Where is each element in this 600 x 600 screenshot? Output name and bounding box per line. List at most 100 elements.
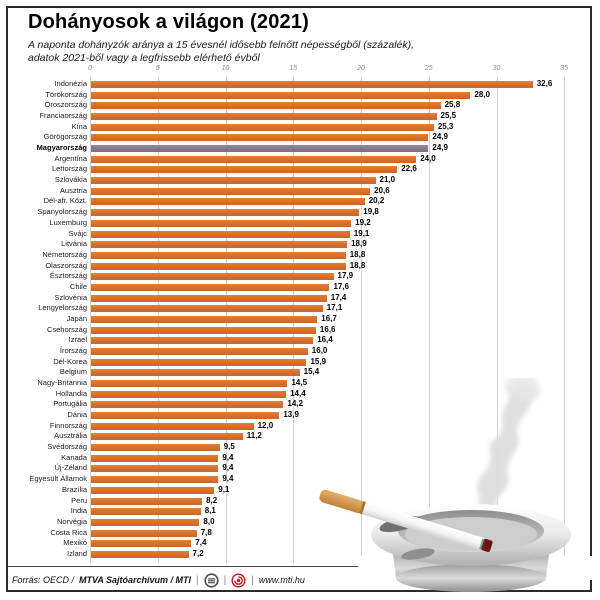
value-label: 11,2: [246, 431, 262, 441]
country-label: Törökország: [45, 89, 87, 99]
page-title: Dohányosok a világon (2021): [28, 11, 310, 33]
country-label: Dél-Korea: [53, 356, 87, 366]
bar: [91, 454, 219, 462]
country-label: Chile: [69, 281, 87, 291]
chart-row: Szlovákia 21,0: [0, 175, 600, 186]
value-label: 24,0: [420, 153, 436, 163]
country-label: Lettország: [51, 164, 87, 174]
chart-row: Dánia 13,9: [0, 410, 600, 421]
bar: [91, 294, 327, 302]
value-label: 20,2: [368, 196, 385, 206]
value-label: 16,7: [321, 313, 337, 323]
country-label: India: [70, 506, 87, 516]
bar: [91, 465, 219, 473]
chart-row: Kína 25,3: [0, 122, 600, 133]
axis-tick-label: 15: [289, 65, 298, 72]
chart-row: Csehország 16,6: [0, 325, 600, 336]
value-label: 17,9: [337, 271, 354, 281]
value-label: 14,2: [287, 399, 303, 409]
axis-tick-label: 5: [155, 65, 160, 72]
bar: [91, 508, 201, 516]
smoke-icon: [472, 378, 541, 538]
chart-row: Görögország 24,9: [0, 132, 600, 143]
country-label: Lengyelország: [38, 303, 87, 313]
source-archive-text: MTVA Sajtóarchívum / MTI: [79, 575, 192, 585]
chart-row: Svájc 19,1: [0, 229, 600, 240]
bar: [91, 123, 434, 131]
value-label: 15,4: [303, 367, 320, 377]
country-label: Litvánia: [61, 239, 87, 249]
bar: [91, 380, 288, 388]
bar: [91, 198, 365, 206]
country-label: Németország: [42, 249, 87, 259]
bar: [91, 102, 441, 110]
chart-row: Chile 17,6: [0, 282, 600, 293]
value-label: 7,2: [192, 548, 204, 558]
bar: [91, 145, 429, 153]
bar: [91, 134, 429, 142]
bar: [91, 390, 287, 398]
mtva-logo-icon: [204, 572, 219, 588]
chart-row: Nagy-Britannia 14,5: [0, 378, 600, 389]
value-label: 19,1: [353, 228, 370, 238]
chart-row: Norvégia 8,0: [0, 517, 600, 528]
bar: [91, 91, 471, 99]
chart-row: Mexikó 7,4: [0, 538, 600, 549]
country-label: Dél-afr. Közt.: [43, 196, 87, 206]
value-label: 20,6: [374, 185, 390, 195]
chart-row: Spanyolország 19,8: [0, 207, 600, 218]
country-label: Ausztrália: [54, 431, 87, 441]
bar: [91, 518, 200, 526]
axis-tick-label: 25: [424, 65, 433, 72]
chart-row: Egyesült Államok 9,4: [0, 474, 600, 485]
value-label: 8,1: [204, 506, 216, 516]
chart-row: Ausztrália 11,2: [0, 431, 600, 442]
mti-logo-icon: [231, 572, 246, 588]
bar: [91, 433, 243, 441]
value-label: 28,0: [474, 89, 490, 99]
country-label: Indonézia: [54, 79, 87, 88]
value-label: 8,0: [203, 516, 215, 526]
country-label: Japán: [66, 313, 87, 323]
country-label: Luxemburg: [49, 217, 87, 227]
value-label: 16,0: [311, 346, 328, 355]
bar: [91, 81, 533, 88]
value-label: 9,5: [223, 442, 235, 452]
axis-tick-label: 0: [88, 65, 92, 72]
bar: [91, 113, 437, 121]
footer-separator: |: [196, 574, 199, 586]
chart-row: India 8,1: [0, 506, 600, 517]
website-text: www.mti.hu: [258, 575, 305, 585]
bar: [91, 337, 314, 345]
bar: [91, 209, 360, 217]
value-label: 9,4: [222, 474, 234, 484]
axis-tick-label: 20: [357, 65, 365, 72]
value-label: 13,9: [283, 410, 299, 420]
bar: [91, 348, 308, 355]
value-label: 32,6: [536, 79, 553, 88]
country-label: Peru: [71, 495, 87, 505]
value-label: 9,1: [218, 484, 230, 494]
country-label: Egyesült Államok: [29, 474, 87, 484]
footer-divider: [8, 566, 362, 567]
bar: [91, 497, 203, 505]
chart-row: Lengyelország 17,1: [0, 303, 600, 314]
chart-row: Dél-afr. Közt. 20,2: [0, 196, 600, 207]
value-label: 21,0: [379, 175, 396, 185]
country-label: Új-Zéland: [54, 463, 87, 473]
country-label: Svédország: [47, 442, 87, 452]
bar: [91, 262, 346, 270]
country-label: Kanada: [61, 452, 87, 462]
bar: [91, 166, 398, 174]
bar: [91, 358, 307, 366]
chart-row: Japán 16,7: [0, 314, 600, 325]
bar: [91, 251, 346, 259]
chart-row: Magyarország 24,9: [0, 143, 600, 154]
chart-gridline: [90, 77, 91, 563]
chart-row: Portugália 14,2: [0, 399, 600, 410]
value-label: 8,2: [206, 495, 218, 505]
value-label: 19,2: [355, 217, 371, 227]
country-label: Olaszország: [45, 260, 87, 270]
bar: [91, 177, 376, 185]
bar: [91, 305, 323, 313]
